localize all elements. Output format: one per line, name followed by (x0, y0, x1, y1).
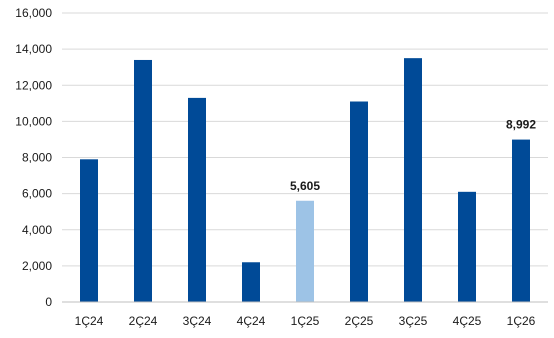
y-tick-label: 0 (45, 295, 52, 309)
x-tick-label: 4Ç25 (453, 314, 482, 328)
y-tick-label: 4,000 (22, 223, 52, 237)
x-tick-label: 2Ç24 (129, 314, 158, 328)
x-tick-label: 1Ç25 (291, 314, 320, 328)
x-tick-label: 4Ç24 (237, 314, 266, 328)
x-tick-label: 1Ç24 (75, 314, 104, 328)
data-labels: 5,605 8,992 (290, 118, 536, 193)
y-tick-label: 6,000 (22, 187, 52, 201)
y-axis: 0 2,000 4,000 6,000 8,000 10,000 12,000 14,000 1… (15, 6, 52, 309)
bar-1Ç24 (80, 159, 98, 302)
bar-3Ç24 (188, 97, 206, 302)
bar-4Ç25 (458, 191, 476, 302)
y-tick-label: 12,000 (15, 78, 52, 92)
y-tick-label: 8,000 (22, 151, 52, 165)
x-tick-label: 1Ç26 (507, 314, 536, 328)
x-axis: 1Ç24 2Ç24 3Ç24 4Ç24 1Ç25 2Ç25 3Ç25 4Ç25 1Ç26 (62, 301, 548, 328)
bar-2Ç24 (134, 59, 152, 303)
bar-1Ç26 (512, 139, 530, 302)
x-tick-label: 3Ç25 (399, 314, 428, 328)
bar-3Ç25 (404, 58, 422, 302)
y-tick-label: 10,000 (15, 114, 52, 128)
y-tick-label: 16,000 (15, 6, 52, 20)
data-label: 8,992 (506, 118, 536, 132)
bar-2Ç25 (350, 101, 368, 302)
bars (80, 58, 530, 303)
y-tick-label: 14,000 (15, 42, 52, 56)
data-label: 5,605 (290, 179, 320, 193)
y-tick-label: 2,000 (22, 259, 52, 273)
bar-1Ç25 (296, 200, 314, 302)
x-tick-label: 3Ç24 (183, 314, 212, 328)
bar-4Ç24 (242, 262, 260, 302)
x-tick-label: 2Ç25 (345, 314, 374, 328)
